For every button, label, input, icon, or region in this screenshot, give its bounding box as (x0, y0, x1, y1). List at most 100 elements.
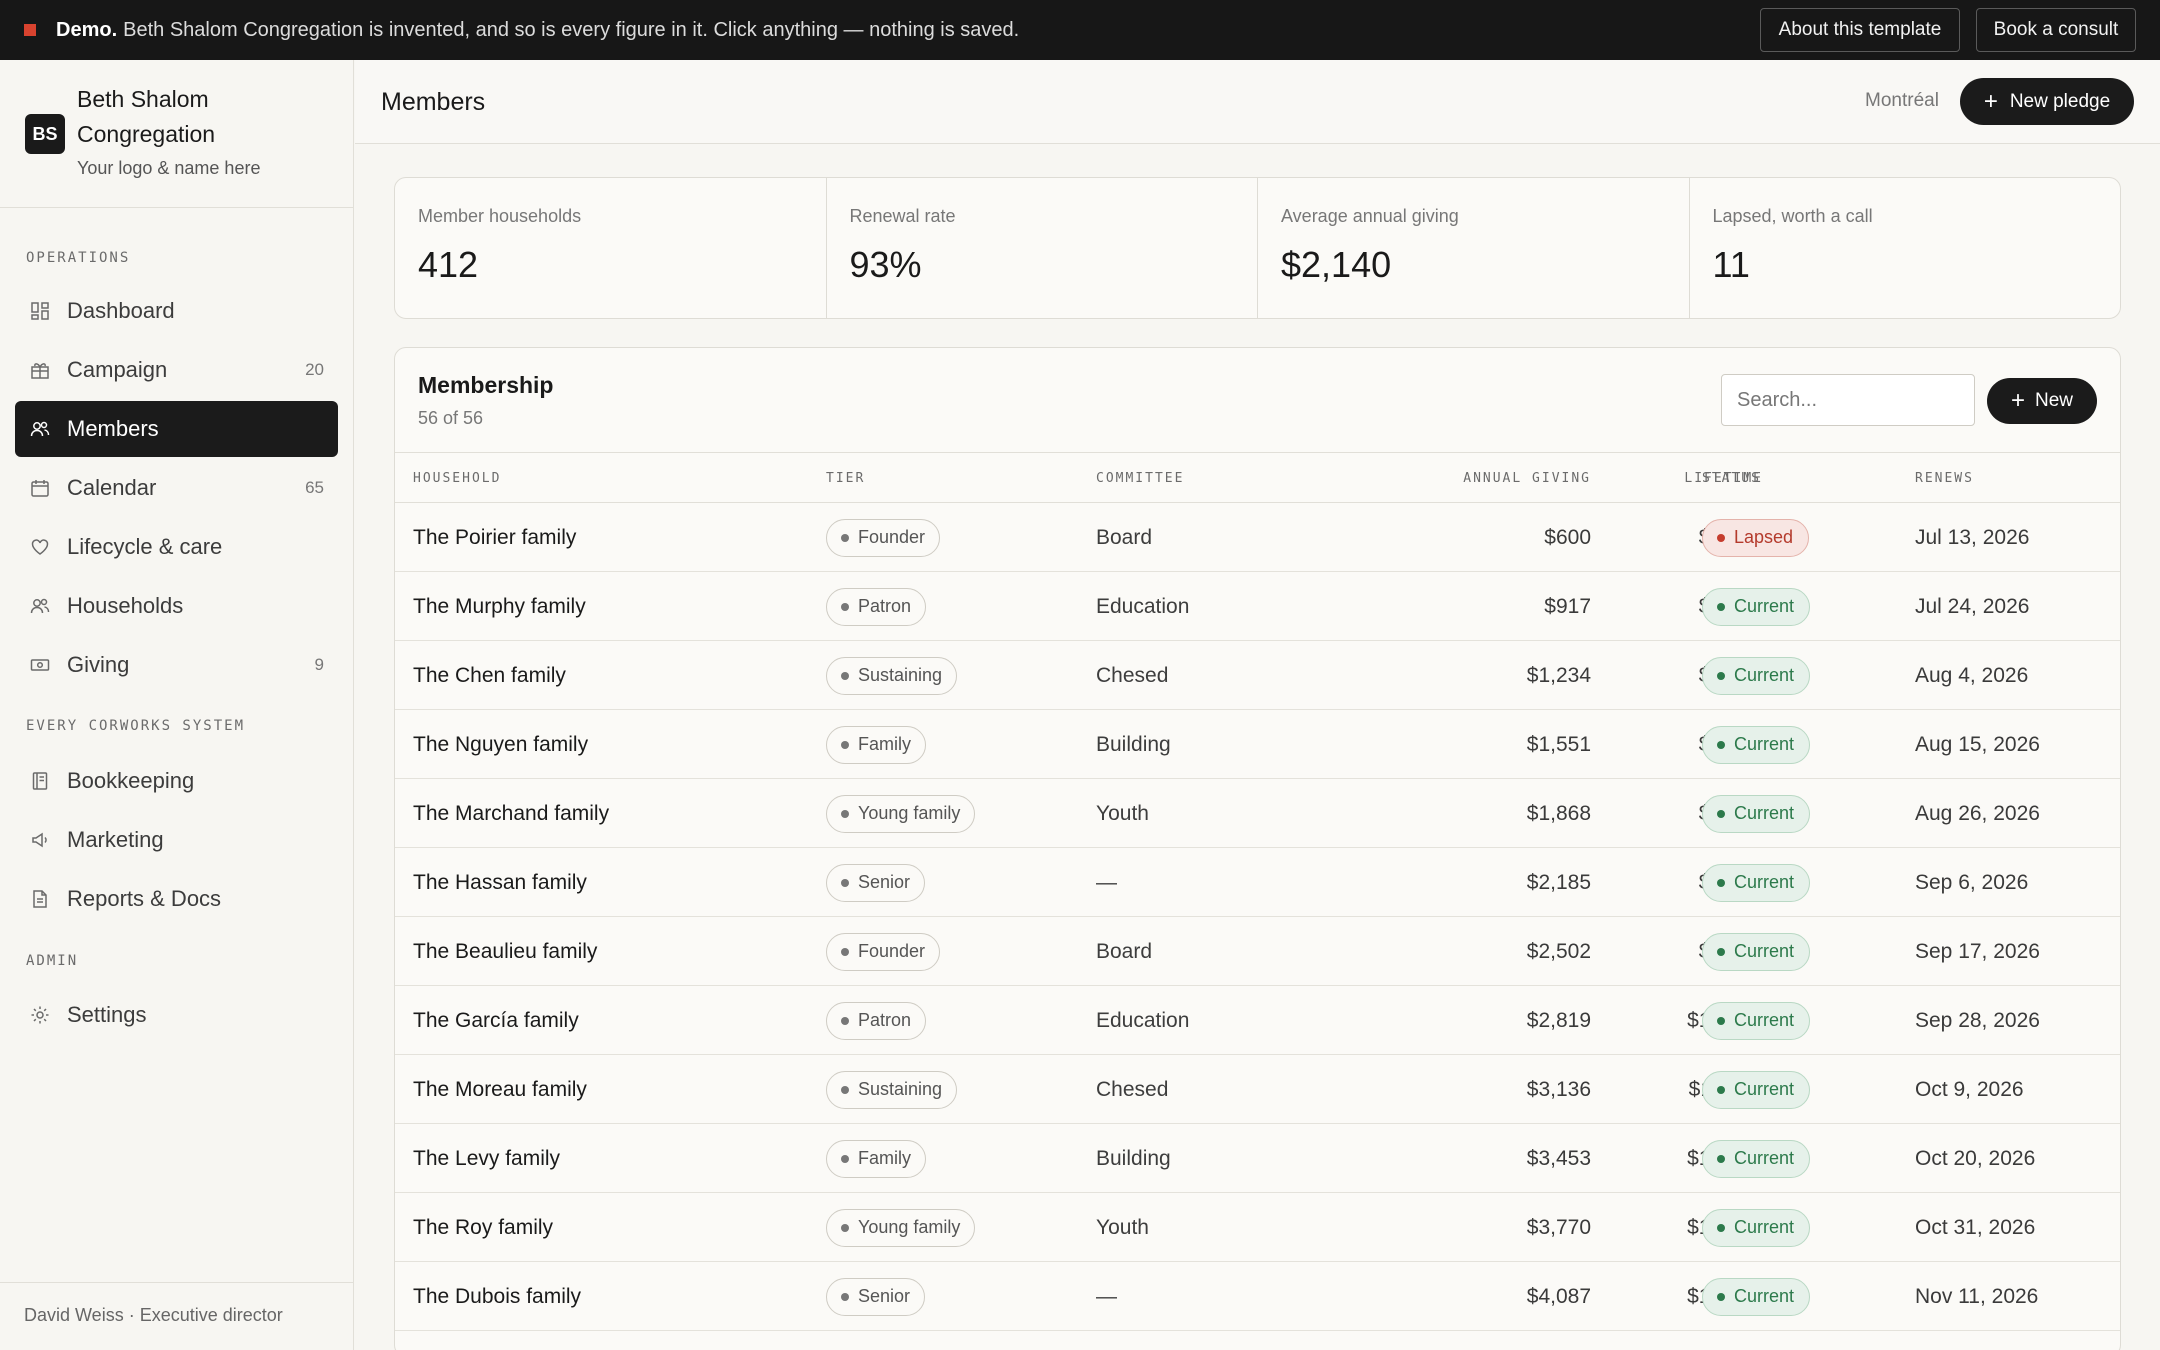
column-header-renews[interactable]: RENEWS (1915, 471, 1974, 486)
user-footer[interactable]: David Weiss · Executive director (0, 1282, 353, 1350)
tier-cell: Family (826, 710, 926, 779)
table-row[interactable]: The Nguyen familyFamilyBuilding$1,551$6,… (395, 710, 2120, 779)
table-row[interactable]: The Beaulieu familyFounderBoard$2,502$9,… (395, 917, 2120, 986)
table-row[interactable]: The García familyPatronEducation$2,819$1… (395, 986, 2120, 1055)
tier-dot-icon (841, 809, 849, 818)
table-row[interactable]: The Poirier familyFounderBoard$600$4,000… (395, 503, 2120, 572)
sidebar-item-settings[interactable]: Settings (15, 987, 338, 1043)
status-cell: Current (1702, 917, 1811, 986)
sidebar: BS Beth Shalom Congregation Your logo & … (0, 60, 354, 1350)
committee-cell: Youth (1096, 801, 1149, 825)
sidebar-item-label: Marketing (67, 827, 164, 852)
tier-cell: Sustaining (826, 1055, 958, 1124)
table-row[interactable]: The Dubois familySenior—$4,087$14,681Cur… (395, 1262, 2120, 1331)
table-row[interactable]: The Murphy familyPatronEducation$917$4,9… (395, 572, 2120, 641)
search-input[interactable] (1721, 374, 1975, 426)
about-template-button[interactable]: About this template (1760, 8, 1960, 52)
annual-giving-cell: $917 (1544, 594, 1591, 618)
status-label: Current (1734, 1010, 1795, 1030)
tier-badge: Family (826, 1139, 926, 1178)
tier-dot-icon (841, 878, 849, 887)
household-name: The Beaulieu family (413, 939, 598, 963)
tier-badge: Sustaining (826, 1070, 958, 1109)
status-cell: Current (1702, 572, 1811, 641)
status-cell: Lapsed (1702, 503, 1810, 572)
status-dot-icon (1717, 1016, 1725, 1025)
household-name: The Marchand family (413, 801, 610, 825)
sidebar-item-bookkeeping[interactable]: Bookkeeping (15, 753, 338, 809)
status-cell: Current (1702, 848, 1811, 917)
household-name: The Roy family (413, 1215, 554, 1239)
money-icon (29, 654, 51, 676)
kpi-label: Member households (418, 206, 582, 226)
tier-badge: Young family (826, 1208, 976, 1247)
column-header-tier[interactable]: TIER (826, 471, 866, 486)
sidebar-item-label: Bookkeeping (67, 768, 195, 793)
ledger-icon (29, 770, 51, 792)
status-cell: Current (1702, 1193, 1811, 1262)
annual-giving-cell: $2,185 (1526, 870, 1591, 894)
table-row[interactable]: The Marchand family Young family Youth $1,8… (395, 779, 2120, 848)
new-member-label: New (2035, 390, 2074, 411)
sidebar-item-dashboard[interactable]: Dashboard (15, 283, 338, 339)
sidebar-item-giving[interactable]: Giving 9 (15, 637, 338, 693)
gift-icon (29, 359, 51, 381)
column-header-lifetime[interactable]: LIFETIME (1684, 471, 1763, 486)
new-pledge-button[interactable]: + New pledge (1960, 78, 2134, 125)
column-header-status[interactable]: STATUS (1702, 471, 1761, 486)
brand-block[interactable]: BS Beth Shalom Congregation Your logo & … (0, 60, 353, 208)
household-name: The Levy family (413, 1146, 561, 1170)
status-cell: Current (1702, 710, 1811, 779)
renews-cell: Jul 13, 2026 (1915, 525, 2030, 549)
annual-giving-cell: $3,770 (1526, 1215, 1591, 1239)
table-row[interactable]: The Hassan familySenior—$2,185$8,855Curr… (395, 848, 2120, 917)
status-badge: Current (1702, 1070, 1811, 1109)
renews-cell: Oct 31, 2026 (1915, 1215, 2036, 1239)
status-badge: Current (1702, 1001, 1811, 1040)
calendar-count-badge: 65 (305, 478, 324, 497)
sidebar-item-campaign[interactable]: Campaign 20 (15, 342, 338, 398)
section-label-admin: ADMIN (26, 953, 79, 969)
tier-label: Patron (858, 1010, 912, 1030)
table-row[interactable]: The Moreau familySustainingChesed$3,136$… (395, 1055, 2120, 1124)
status-badge: Current (1702, 587, 1811, 626)
members-icon (29, 418, 51, 440)
book-consult-button[interactable]: Book a consult (1976, 8, 2136, 52)
campaign-count-badge: 20 (305, 360, 324, 379)
kpi-label: Lapsed, worth a call (1712, 206, 1873, 226)
sidebar-item-label: Settings (67, 1002, 147, 1027)
sidebar-item-households[interactable]: Households (15, 578, 338, 634)
status-label: Current (1734, 941, 1795, 961)
status-badge: Current (1702, 1277, 1811, 1316)
status-cell: Current (1702, 986, 1811, 1055)
sidebar-item-reports[interactable]: Reports & Docs (15, 871, 338, 927)
sidebar-item-label: Households (67, 593, 184, 618)
table-row[interactable]: The Chen familySustainingChesed$1,234$5,… (395, 641, 2120, 710)
renews-cell: Oct 9, 2026 (1915, 1077, 2024, 1101)
household-name: The Hassan family (413, 870, 587, 894)
table-row[interactable]: The Levy familyFamilyBuilding$3,453$12,7… (395, 1124, 2120, 1193)
sidebar-item-lifecycle[interactable]: Lifecycle & care (15, 519, 338, 575)
tier-dot-icon (841, 1292, 849, 1301)
sidebar-item-members[interactable]: Members (15, 401, 338, 457)
tier-label: Young family (858, 803, 961, 823)
column-header-annual-giving[interactable]: ANNUAL GIVING (1463, 471, 1591, 486)
status-dot-icon (1717, 602, 1725, 611)
sidebar-item-label: Dashboard (67, 298, 175, 323)
tier-cell: Founder (826, 917, 941, 986)
sidebar-item-calendar[interactable]: Calendar 65 (15, 460, 338, 516)
sidebar-item-marketing[interactable]: Marketing (15, 812, 338, 868)
tier-cell: Young family (826, 779, 976, 848)
household-name: The Chen family (413, 663, 566, 687)
status-label: Current (1734, 1079, 1795, 1099)
column-header-committee[interactable]: COMMITTEE (1096, 471, 1185, 486)
column-header-household[interactable]: HOUSEHOLD (413, 471, 502, 486)
tier-cell: Young family (826, 1193, 976, 1262)
tier-dot-icon (841, 602, 849, 611)
new-member-button[interactable]: + New (1987, 378, 2097, 424)
status-cell: Current (1702, 641, 1811, 710)
table-header: HOUSEHOLD TIER COMMITTEE ANNUAL GIVING L… (395, 452, 2120, 503)
tier-label: Founder (858, 527, 926, 547)
households-icon (29, 595, 51, 617)
